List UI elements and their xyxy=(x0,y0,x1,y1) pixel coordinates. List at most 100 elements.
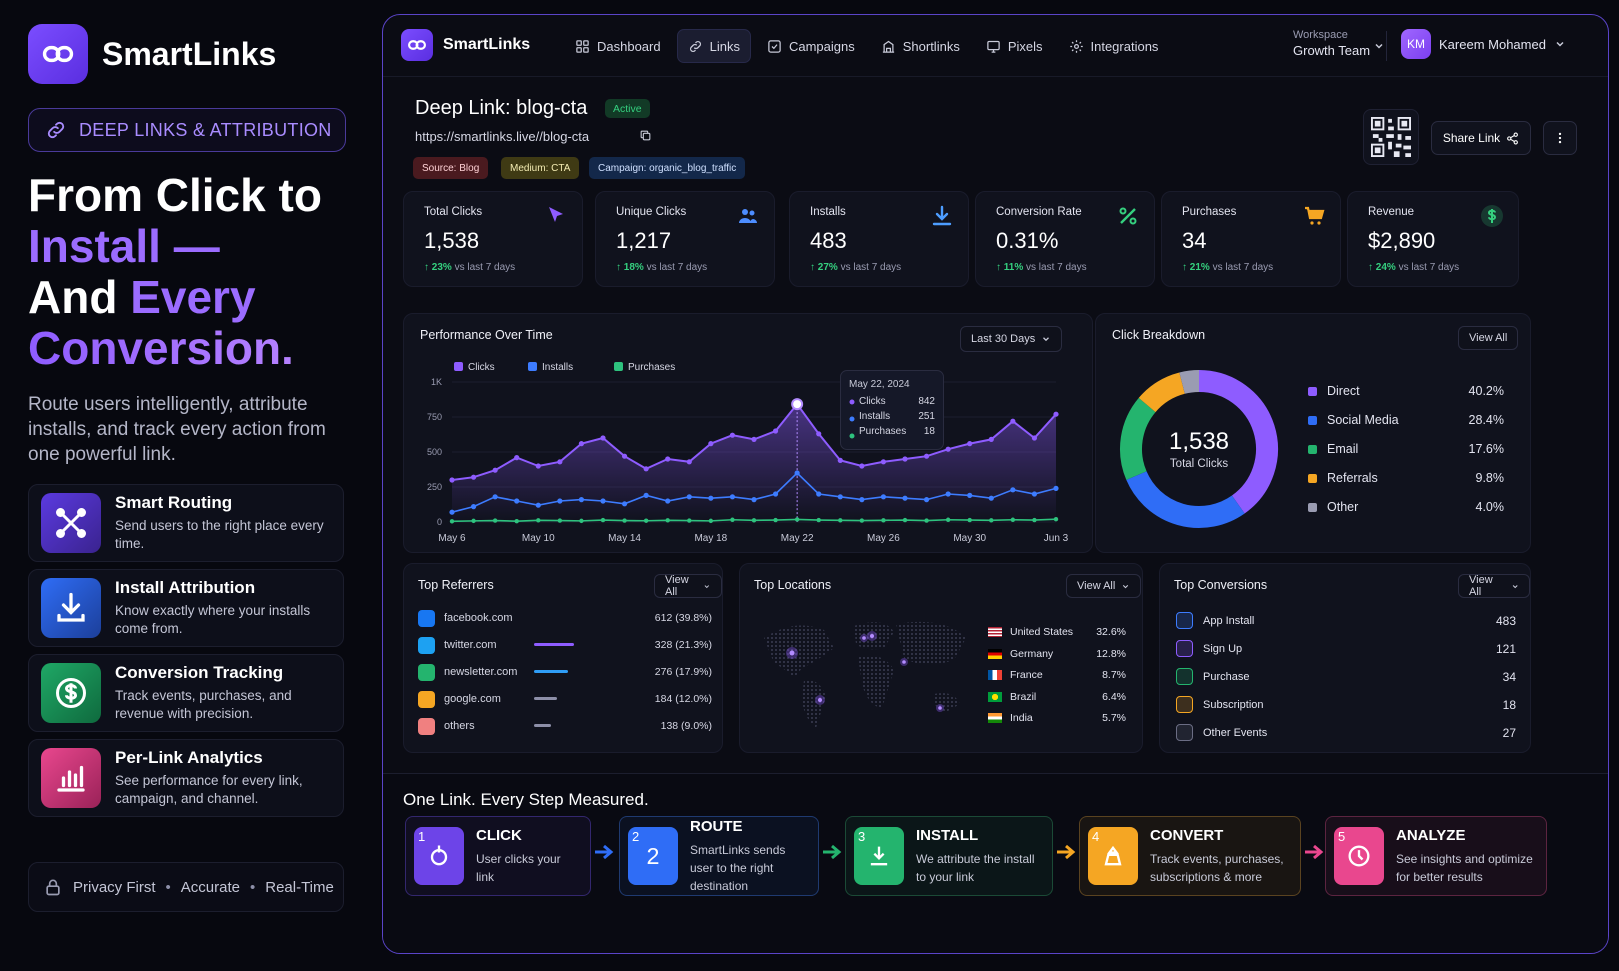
data-point-clicks xyxy=(945,446,951,452)
x-tick-label: May 30 xyxy=(953,533,986,544)
legend-swatch xyxy=(454,362,463,371)
nav-integrations[interactable]: Integrations xyxy=(1059,29,1169,63)
avatar: KM xyxy=(1401,29,1431,59)
top-conversions-card: Top Conversions View All App Install 483 S… xyxy=(1159,563,1531,753)
trust-bar: Privacy First • Accurate • Real-Time xyxy=(28,862,344,912)
breakdown-view-all[interactable]: View All xyxy=(1458,326,1519,350)
arrow-right-icon xyxy=(595,844,614,860)
user-menu[interactable]: KM Kareem Mohamed xyxy=(1401,29,1566,59)
tooltip-row-clicks: Clicks 842 xyxy=(849,396,935,407)
conversion-icon xyxy=(1176,696,1193,713)
referrer-row[interactable]: others 138 (9.0%) xyxy=(418,716,712,736)
referrer-bar-track xyxy=(534,697,644,701)
data-point-purchases xyxy=(492,518,498,523)
hero-line-2: Install — xyxy=(28,220,220,272)
data-point-purchases xyxy=(773,517,778,523)
conversion-row[interactable]: Sign Up 121 xyxy=(1176,640,1516,657)
data-point-purchases xyxy=(967,517,972,523)
breakdown-title: Click Breakdown xyxy=(1112,328,1206,342)
referrers-view-all[interactable]: View All xyxy=(654,574,722,598)
data-point-clicks xyxy=(859,463,865,469)
chevron-down-icon[interactable] xyxy=(1373,40,1385,52)
checkbox-icon xyxy=(768,39,781,53)
data-point-clicks xyxy=(665,456,671,462)
data-point-purchases xyxy=(924,518,929,523)
more-options-button[interactable] xyxy=(1543,121,1577,155)
feature-desc: Track events, purchases, and revenue wit… xyxy=(115,688,292,721)
nav-menu: Dashboard Links Campaigns Shortlinks Pix… xyxy=(565,29,1168,63)
data-point-installs xyxy=(557,498,563,504)
kpi-change: ↑ 11% vs last 7 days xyxy=(996,262,1087,273)
nav-pixels[interactable]: Pixels xyxy=(976,29,1053,63)
link-url[interactable]: https://smartlinks.live//blog-cta xyxy=(415,129,590,144)
referrer-row[interactable]: google.com 184 (12.0%) xyxy=(418,689,712,709)
nav-label: Shortlinks xyxy=(902,38,960,54)
status-badge: Active xyxy=(605,99,650,118)
date-range-select[interactable]: Last 30 Days xyxy=(960,326,1063,352)
data-point-installs xyxy=(708,495,714,501)
data-point-installs xyxy=(967,492,973,498)
kpi-change: ↑ 24% vs last 7 days xyxy=(1368,262,1459,273)
hero-line-3b: Every xyxy=(130,271,256,323)
referrer-row[interactable]: facebook.com 612 (39.8%) xyxy=(418,608,712,628)
monitor-icon xyxy=(987,40,1000,53)
nav-label: Campaigns xyxy=(788,38,855,54)
conversions-view-all[interactable]: View All xyxy=(1458,574,1530,598)
kpi-period: vs last 7 days xyxy=(643,262,708,273)
nav-campaigns[interactable]: Campaigns xyxy=(757,29,865,63)
step-glyph-icon xyxy=(1104,845,1122,866)
step-glyph-icon: 2 xyxy=(647,843,660,869)
legend-pct: 17.6% xyxy=(1468,442,1504,456)
step-title: CLICK xyxy=(476,826,522,844)
y-tick-label: 500 xyxy=(427,447,442,457)
qr-code[interactable] xyxy=(1363,109,1419,165)
top-locations-card: Top Locations View All United States 32.6… xyxy=(739,563,1143,753)
conversion-row[interactable]: App Install 483 xyxy=(1176,612,1516,629)
data-point-clicks xyxy=(772,428,779,434)
nav-dashboard[interactable]: Dashboard xyxy=(565,29,671,63)
conversion-row[interactable]: Other Events 27 xyxy=(1176,724,1516,741)
location-row[interactable]: India 5.7% xyxy=(988,712,1126,724)
location-row[interactable]: United States 32.6% xyxy=(988,626,1126,638)
location-row[interactable]: Brazil 6.4% xyxy=(988,691,1126,703)
location-row[interactable]: Germany 12.8% xyxy=(988,648,1126,660)
kpi-card: Conversion Rate 0.31% ↑ 11% vs last 7 days xyxy=(975,191,1155,287)
conversion-row[interactable]: Subscription 18 xyxy=(1176,696,1516,713)
feature-title: Smart Routing xyxy=(115,493,233,512)
locations-view-all[interactable]: View All xyxy=(1066,574,1142,598)
flag-icon xyxy=(988,691,1002,702)
location-row[interactable]: France 8.7% xyxy=(988,669,1126,681)
data-point-installs xyxy=(988,495,994,501)
trust-accurate: Accurate xyxy=(180,878,240,896)
nav-label: Dashboard xyxy=(597,38,661,54)
nav-shortlinks[interactable]: Shortlinks xyxy=(871,29,970,63)
referrer-row[interactable]: twitter.com 328 (21.3%) xyxy=(418,635,712,655)
y-tick-label: 750 xyxy=(427,412,442,422)
data-point-purchases xyxy=(536,518,541,523)
flag-icon xyxy=(988,670,1002,680)
nav-brand[interactable]: SmartLinks xyxy=(401,29,530,61)
step-number: 4 xyxy=(1092,829,1100,844)
step-glyph-icon xyxy=(870,846,888,866)
tooltip-row-installs: Installs 251 xyxy=(849,411,935,422)
tooltip-value: 251 xyxy=(918,411,935,422)
kpi-value: 34 xyxy=(1182,228,1207,253)
referrer-row[interactable]: newsletter.com 276 (17.9%) xyxy=(418,662,712,682)
legend-swatch xyxy=(528,362,537,371)
qr-code-icon xyxy=(1371,117,1411,157)
kpi-period: vs last 7 days xyxy=(451,262,516,273)
workspace-name: Growth Team xyxy=(1293,43,1371,58)
conversion-row[interactable]: Purchase 34 xyxy=(1176,668,1516,685)
divider xyxy=(1386,31,1387,61)
x-tick-label: Jun 3 xyxy=(1044,533,1069,544)
data-point-installs xyxy=(859,497,865,503)
nav-links[interactable]: Links xyxy=(676,29,751,63)
workspace-selector[interactable]: Workspace Growth Team xyxy=(1293,27,1370,59)
kpi-value: 1,538 xyxy=(424,228,480,253)
share-link-button[interactable]: Share Link xyxy=(1431,121,1531,155)
copy-icon[interactable] xyxy=(639,129,652,142)
trust-realtime: Real-Time xyxy=(265,878,334,896)
kpi-card: Total Clicks 1,538 ↑ 23% vs last 7 days xyxy=(403,191,583,287)
tag-source: Source: Blog xyxy=(413,157,489,179)
percent-icon xyxy=(1119,207,1137,225)
